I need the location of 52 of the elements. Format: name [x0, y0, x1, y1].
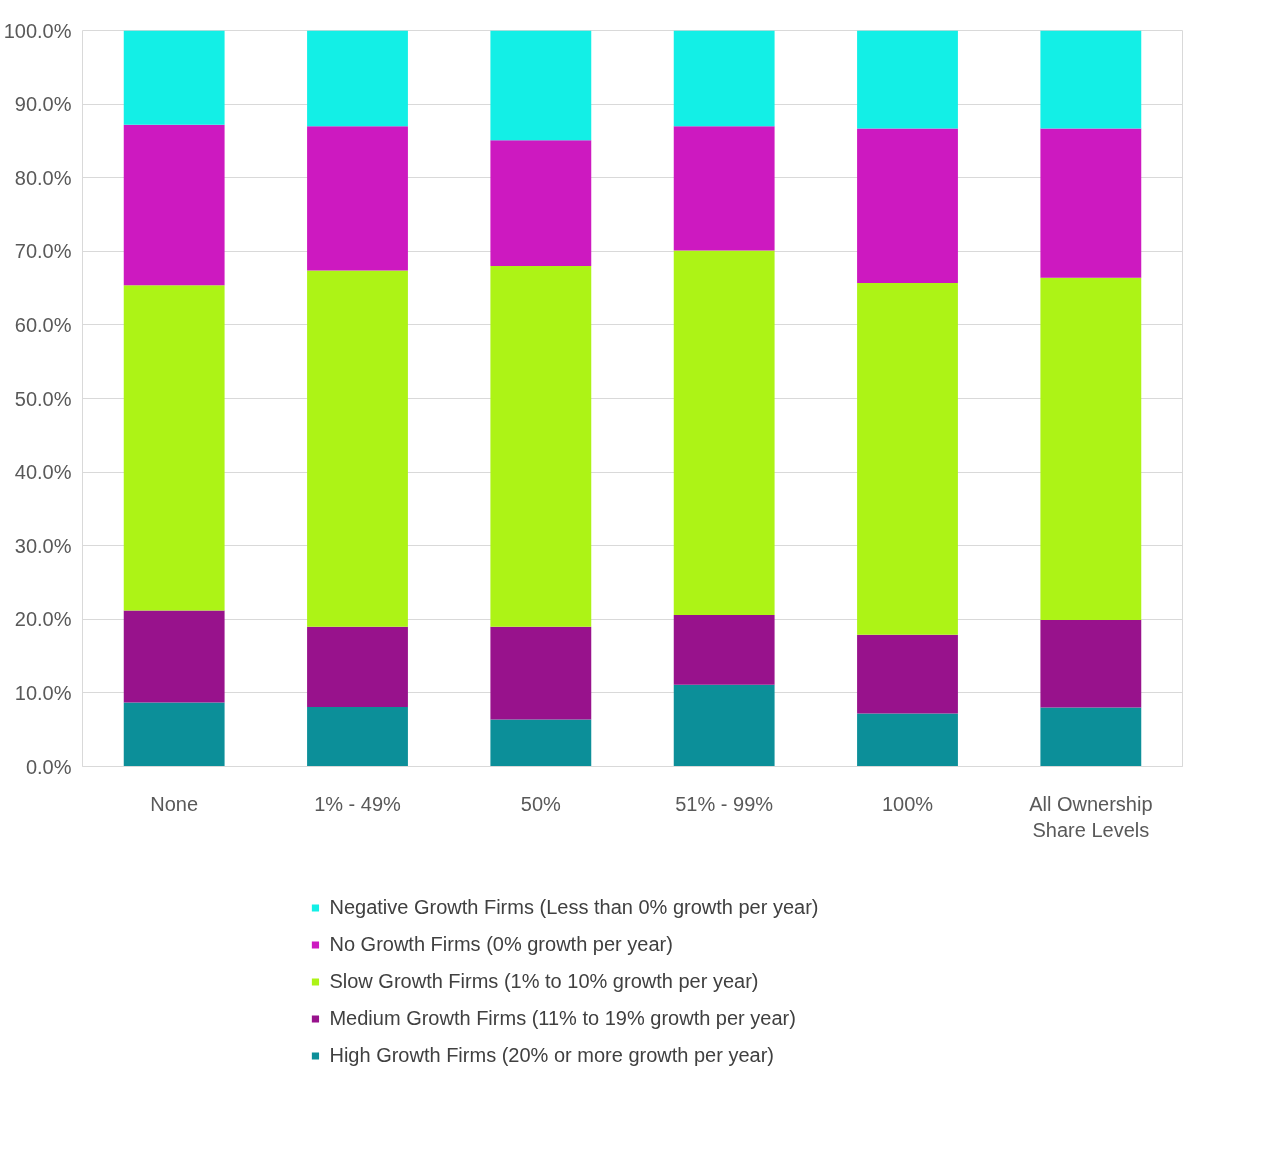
bar [307, 126, 408, 271]
bar [490, 626, 592, 720]
bar [490, 266, 592, 627]
legend-label: High Growth Firms (20% or more growth per year) [329, 1043, 775, 1067]
bar [1040, 30, 1142, 129]
bar [1040, 707, 1142, 767]
bar [123, 285, 225, 611]
bar [857, 713, 958, 767]
bar [123, 30, 225, 125]
bar [857, 634, 958, 714]
bar [1040, 277, 1142, 621]
y-tick-label: 70.0% [14, 240, 72, 263]
bar [123, 702, 225, 767]
bar [673, 30, 775, 127]
x-tick-label: All Ownership Share Levels [1029, 792, 1153, 841]
y-tick-label: 10.0% [14, 681, 72, 704]
y-tick-label: 90.0% [14, 93, 72, 116]
x-tick-label: None [150, 792, 199, 815]
bar [123, 610, 225, 703]
bar [1040, 128, 1142, 278]
y-tick-label: 80.0% [14, 166, 72, 189]
y-tick-label: 20.0% [14, 608, 72, 631]
y-tick-label: 100.0% [3, 19, 72, 42]
bar [490, 719, 592, 767]
y-tick-label: 60.0% [14, 313, 72, 336]
x-tick-label: 1% - 49% [314, 792, 402, 815]
legend-label: Negative Growth Firms (Less than 0% growth per year) [329, 895, 819, 919]
bar [307, 626, 408, 707]
legend-label: No Growth Firms (0% growth per year) [329, 932, 673, 956]
y-tick-label: 0.0% [25, 755, 72, 778]
bar [857, 30, 958, 129]
bar [857, 282, 958, 635]
x-tick-label: 100% [881, 792, 934, 815]
bar [307, 270, 408, 627]
x-tick-label: 50% [520, 792, 562, 815]
bar [123, 124, 225, 286]
x-tick-label: 51% - 99% [675, 792, 774, 815]
bar [490, 140, 592, 267]
y-tick-label: 30.0% [14, 534, 72, 557]
bar [490, 30, 592, 141]
bar [673, 126, 775, 251]
legend-label: Medium Growth Firms (11% to 19% growth per year) [329, 1006, 796, 1030]
bar [307, 706, 408, 767]
legend-label: Slow Growth Firms (1% to 10% growth per year) [329, 969, 759, 993]
bar [857, 128, 958, 283]
bar [673, 614, 775, 685]
bar [307, 30, 408, 127]
bar [673, 250, 775, 615]
y-tick-label: 50.0% [14, 387, 72, 410]
y-tick-label: 40.0% [14, 461, 72, 484]
bar [673, 684, 775, 767]
bar [1040, 620, 1142, 708]
